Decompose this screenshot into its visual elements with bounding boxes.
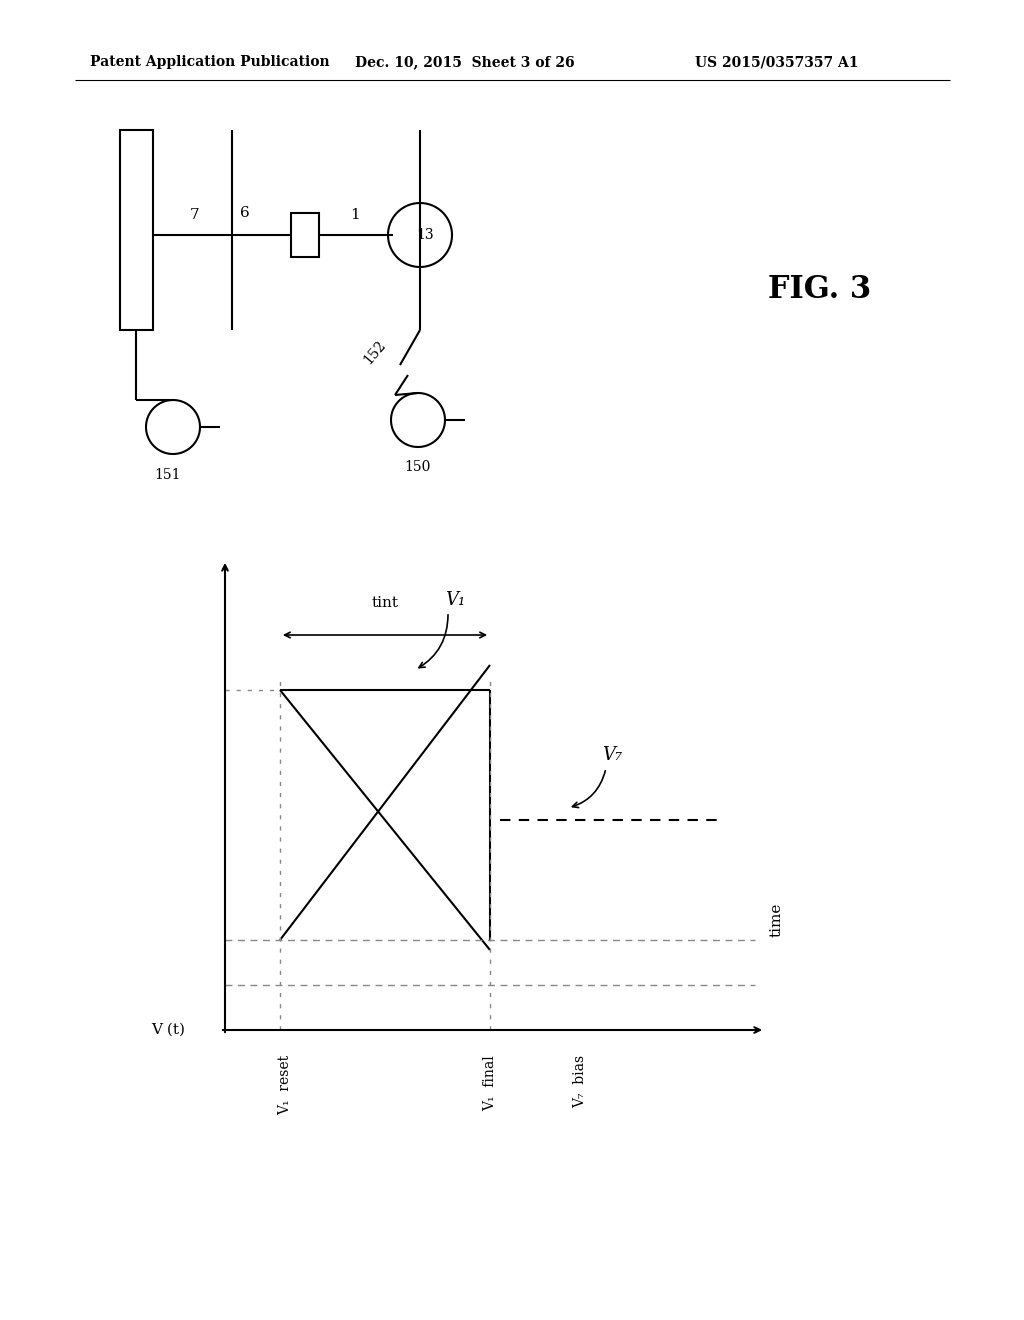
Text: V₇  bias: V₇ bias <box>573 1055 587 1107</box>
Text: V₁: V₁ <box>444 591 465 609</box>
Text: 152: 152 <box>361 338 389 367</box>
Text: V₇: V₇ <box>602 746 623 764</box>
Text: V₁  reset: V₁ reset <box>278 1055 292 1115</box>
Text: FIG. 3: FIG. 3 <box>768 275 871 305</box>
Text: 7: 7 <box>190 209 200 222</box>
Text: 6: 6 <box>240 206 250 220</box>
Text: tint: tint <box>372 597 398 610</box>
Text: 13: 13 <box>416 228 434 242</box>
Text: time: time <box>770 903 784 937</box>
Text: Patent Application Publication: Patent Application Publication <box>90 55 330 69</box>
Text: Dec. 10, 2015  Sheet 3 of 26: Dec. 10, 2015 Sheet 3 of 26 <box>355 55 574 69</box>
Text: 151: 151 <box>155 469 181 482</box>
Text: US 2015/0357357 A1: US 2015/0357357 A1 <box>695 55 858 69</box>
Text: V₁  final: V₁ final <box>483 1055 497 1110</box>
Bar <box>120 129 153 330</box>
Text: 1: 1 <box>350 209 359 222</box>
Text: 150: 150 <box>404 459 431 474</box>
Text: V (t): V (t) <box>151 1023 185 1038</box>
Bar <box>291 213 319 257</box>
